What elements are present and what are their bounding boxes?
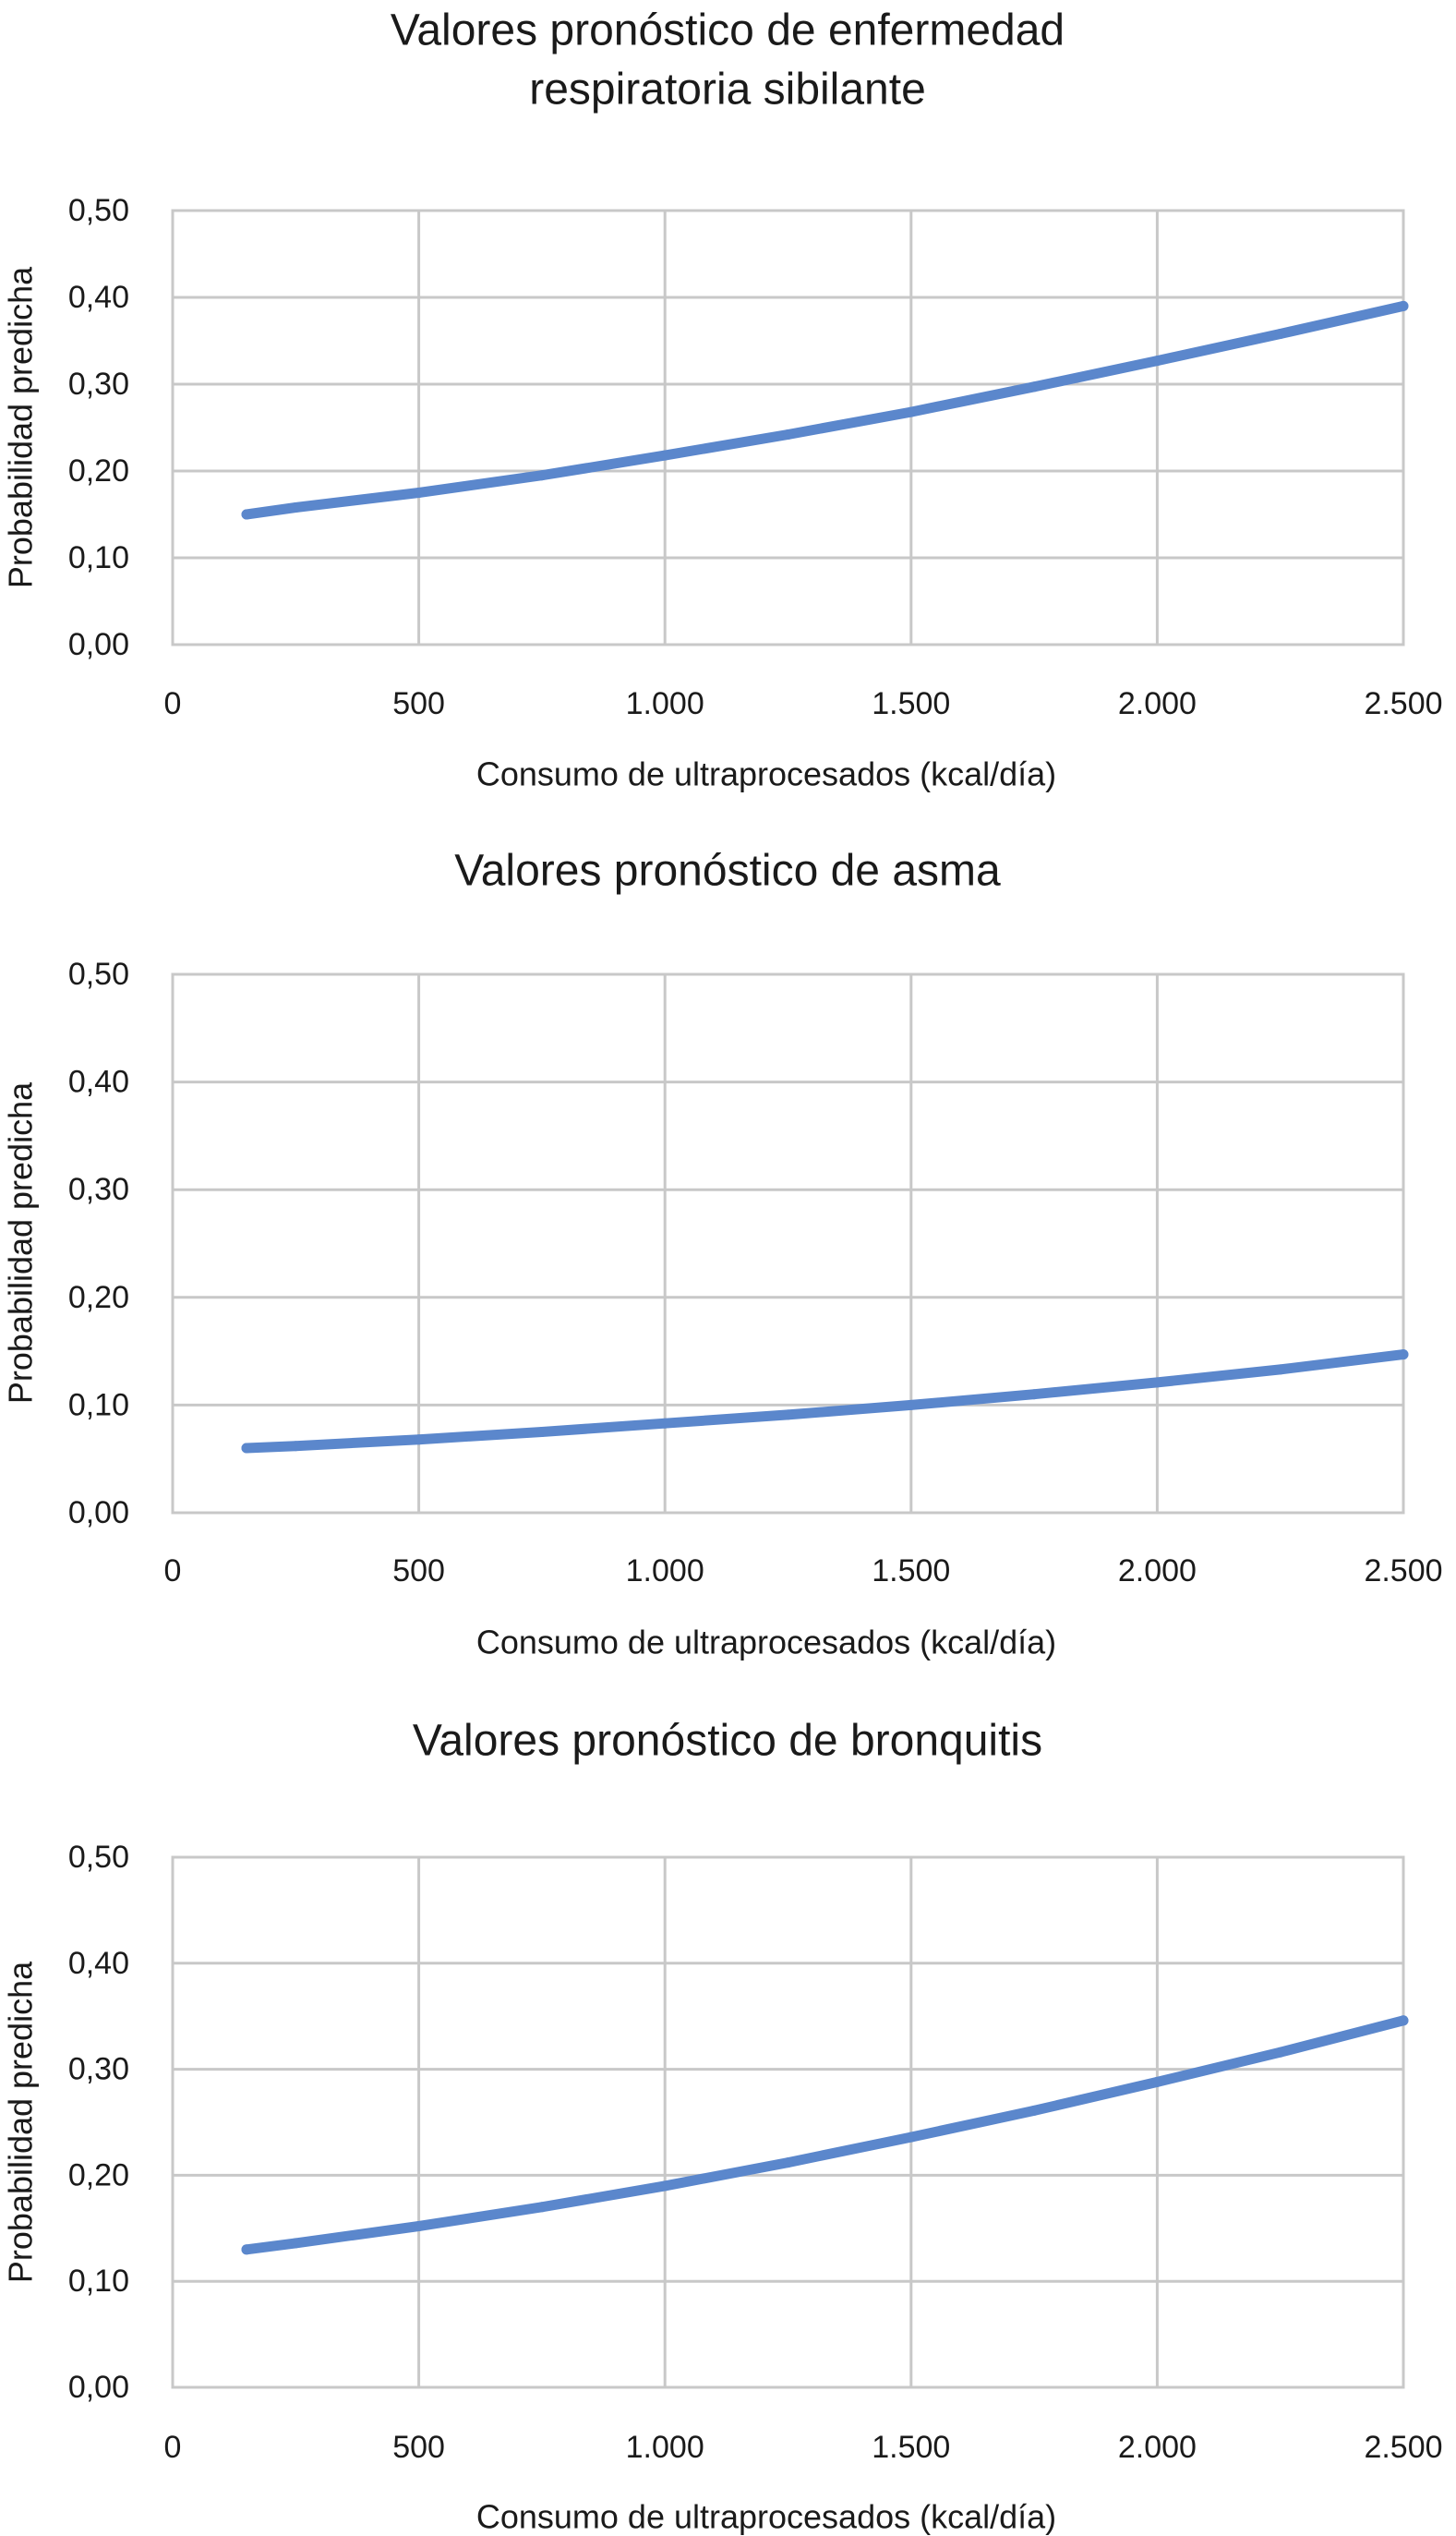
data-point [536,2202,548,2213]
x-tick-label: 1.000 [626,686,704,721]
x-tick-label: 2.000 [1118,686,1197,721]
x-axis-title: Consumo de ultraprocesados (kcal/día) [476,2498,1056,2536]
y-tick-label: 0,40 [68,280,129,315]
chart-title: Valores pronóstico de asma [454,847,1001,896]
x-tick-label: 2.500 [1364,1553,1442,1588]
data-point [290,502,301,513]
data-point [906,406,917,417]
y-tick-label: 0,50 [68,193,129,228]
y-tick-label: 0,40 [68,1946,129,1981]
x-tick-label: 2.000 [1118,1553,1197,1588]
x-tick-label: 1.000 [626,1553,704,1588]
chart-panel: Valores pronóstico de enfermedad respirat… [2,6,1443,793]
data-point [659,450,670,461]
chart-title: Valores pronóstico de bronquitis [413,1717,1042,1766]
x-tick-label: 0 [164,686,182,721]
y-tick-label: 0,10 [68,540,129,575]
plot-area [171,1855,1405,2389]
x-tick-label: 500 [392,2430,445,2465]
x-tick-label: 0 [164,1553,182,1588]
chart-panel: Valores pronóstico de bronquitis 0 500 1.00… [2,1717,1443,2536]
x-tick-label: 1.000 [626,2430,704,2465]
data-point [659,2180,670,2192]
data-point [783,2157,793,2168]
data-point [659,1418,670,1429]
y-tick-label: 0,30 [68,367,129,402]
y-tick-label: 0,30 [68,1172,129,1207]
y-tick-label: 0,00 [68,627,129,662]
data-point [1275,329,1286,339]
plot-area [171,972,1405,1515]
y-tick-label: 0,50 [68,1840,129,1875]
chart-panel: Valores pronóstico de asma 0 500 1.000 1.500… [2,847,1443,1661]
x-tick-label: 2.500 [1364,686,1442,721]
data-point [1275,2047,1286,2058]
y-tick-label: 0,20 [68,453,129,489]
data-point [414,1434,425,1445]
y-tick-label: 0,00 [68,2370,129,2405]
data-point [1275,1364,1286,1375]
data-point [290,1441,301,1452]
data-point [1398,2015,1409,2026]
data-point [1029,381,1040,392]
y-tick-label: 0,20 [68,1280,129,1315]
x-tick-label: 1.500 [872,2430,950,2465]
data-point [241,509,252,520]
y-tick-label: 0,50 [68,957,129,992]
x-tick-label: 2.000 [1118,2430,1197,2465]
x-tick-label: 1.500 [872,1553,950,1588]
data-point [1029,2105,1040,2116]
chart-title: Valores pronóstico de enfermedad [391,6,1065,55]
data-point [1151,356,1162,367]
data-point [1398,300,1409,311]
data-point [241,1443,252,1454]
y-tick-label: 0,10 [68,2264,129,2299]
data-point [414,2221,425,2231]
x-tick-label: 0 [164,2430,182,2465]
x-tick-label: 500 [392,1553,445,1588]
y-tick-label: 0,30 [68,2052,129,2087]
data-point [1029,1389,1040,1400]
x-tick-label: 2.500 [1364,2430,1442,2465]
x-axis-title: Consumo de ultraprocesados (kcal/día) [476,755,1056,793]
y-tick-label: 0,40 [68,1065,129,1100]
y-tick-label: 0,20 [68,2157,129,2192]
y-axis-title: Probabilidad predicha [2,1961,40,2283]
y-tick-label: 0,00 [68,1495,129,1530]
y-tick-label: 0,10 [68,1387,129,1422]
x-tick-label: 1.500 [872,686,950,721]
y-axis-title: Probabilidad predicha [2,1081,40,1404]
data-point [906,2131,917,2143]
data-point [1151,1377,1162,1388]
data-point [783,429,793,440]
data-point [783,1409,793,1420]
data-point [414,488,425,498]
data-point [290,2238,301,2249]
data-point [1398,1349,1409,1360]
x-tick-label: 500 [392,686,445,721]
data-point [241,2244,252,2255]
data-point [536,470,548,481]
plot-area [171,209,1405,646]
x-axis-title: Consumo de ultraprocesados (kcal/día) [476,1624,1056,1661]
data-point [536,1427,548,1437]
data-point [1151,2076,1162,2087]
y-axis-title: Probabilidad predicha [2,266,40,588]
chart-title: respiratoria sibilante [529,66,926,115]
data-point [906,1399,917,1410]
